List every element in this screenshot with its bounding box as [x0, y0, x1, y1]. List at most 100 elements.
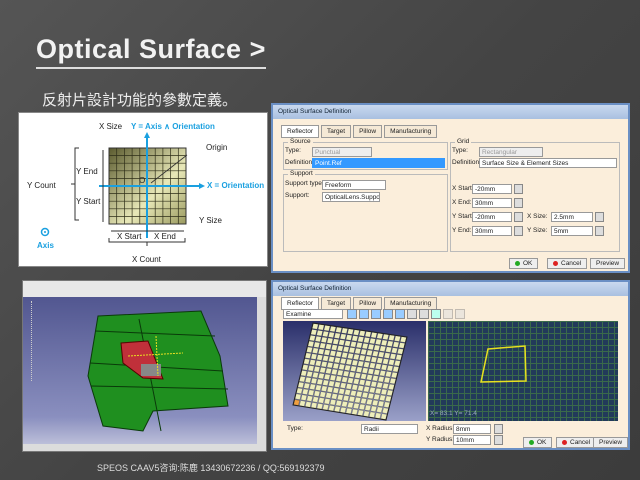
- cancel-icon: [562, 439, 567, 445]
- fit-all-icon[interactable]: [347, 309, 357, 319]
- grid-diagram-graphic: [40, 132, 205, 246]
- x-start-spinner[interactable]: [514, 184, 523, 194]
- last-icon[interactable]: [455, 309, 465, 319]
- tab-reflector[interactable]: Reflector: [281, 125, 320, 138]
- x-axis-label: X = Orientation: [207, 181, 265, 190]
- preview-button[interactable]: Preview: [590, 258, 626, 269]
- grid-group-label: Grid: [455, 138, 472, 145]
- source-type-select[interactable]: Punctual: [312, 147, 372, 157]
- reflector-facet: [358, 354, 366, 361]
- x-size-input[interactable]: 2.5mm: [551, 212, 593, 222]
- optical-surface-dialog-preview: Optical Surface Definition Reflector Tar…: [271, 280, 630, 450]
- reflector-facet: [332, 338, 340, 345]
- reflector-facet: [326, 386, 334, 393]
- prev-icon[interactable]: [443, 309, 453, 319]
- reflector-facet: [347, 377, 354, 384]
- reflector-facet: [364, 404, 372, 411]
- cancel-button[interactable]: Cancel: [547, 258, 588, 269]
- reframe-icon[interactable]: [395, 309, 405, 319]
- grid-select-icon[interactable]: [431, 309, 441, 319]
- y-end-input[interactable]: 30mm: [472, 226, 512, 236]
- reflector-facet: [354, 396, 361, 404]
- x-radius-input[interactable]: 8mm: [453, 424, 491, 434]
- x-end-input[interactable]: 30mm: [472, 198, 512, 208]
- reflector-facet: [377, 376, 385, 383]
- reflector-facet: [369, 362, 376, 369]
- cancel-label: Cancel: [570, 439, 591, 446]
- reflector-facet: [382, 333, 389, 340]
- y-start-label: Y Start: [76, 197, 101, 206]
- reflector-facet: [357, 360, 364, 367]
- reflector-facet: [361, 342, 369, 350]
- reflector-facet: [318, 372, 325, 380]
- y-size-input[interactable]: 5mm: [551, 226, 593, 236]
- x-start-input[interactable]: -20mm: [472, 184, 512, 194]
- grid-type-label: Type:: [452, 147, 468, 154]
- reflector-facet: [338, 388, 345, 395]
- pan-icon[interactable]: [383, 309, 393, 319]
- zoom-icon[interactable]: [359, 309, 369, 319]
- grid-type-select[interactable]: Rectangular: [479, 147, 543, 157]
- reflector-facet: [370, 405, 377, 412]
- 2d-preview-view[interactable]: X= 83.1 Y= 71.4: [428, 321, 618, 421]
- source-type-label: Type:: [285, 147, 301, 154]
- reflector-facet: [367, 368, 375, 375]
- x-size-spinner[interactable]: [595, 212, 604, 222]
- reflector-facet: [329, 399, 337, 406]
- reflector-facet: [313, 366, 321, 373]
- reflector-facet: [323, 325, 331, 332]
- y-size-spinner[interactable]: [595, 226, 604, 236]
- reflector-facet: [303, 382, 310, 389]
- reflector-facet: [358, 330, 366, 337]
- ok-icon: [529, 439, 534, 445]
- x-start-label: X Start:: [452, 185, 474, 192]
- type-select[interactable]: Radii: [361, 424, 418, 434]
- support-group-label: Support: [288, 170, 315, 177]
- ok-button[interactable]: OK: [523, 437, 553, 448]
- ok-button[interactable]: OK: [509, 258, 539, 269]
- y-end-label: Y End: [76, 167, 98, 176]
- catia-bottom-toolbar: [23, 444, 266, 451]
- first-icon[interactable]: [407, 309, 417, 319]
- 3d-preview-view[interactable]: [283, 321, 426, 421]
- reflector-facet: [302, 388, 309, 395]
- x-start-label: X Start: [117, 232, 142, 241]
- ok-label: OK: [537, 439, 547, 446]
- x-size-label: X Size: [99, 122, 123, 131]
- reflector-facet: [323, 349, 331, 356]
- tab-manufacturing[interactable]: Manufacturing: [384, 125, 438, 138]
- reflector-facet: [354, 347, 362, 355]
- reflector-facet: [350, 341, 357, 348]
- reflector-facet: [342, 370, 350, 377]
- reflector-facet: [315, 360, 322, 367]
- reflector-facet: [335, 375, 343, 382]
- reflector-facet: [363, 361, 370, 368]
- tab-pillow[interactable]: Pillow: [353, 125, 383, 138]
- x-radius-spinner[interactable]: [494, 424, 503, 434]
- y-axis-label: Y = Axis ∧ Orientation: [131, 122, 215, 131]
- reflector-facet: [357, 385, 364, 392]
- tab-target[interactable]: Target: [321, 125, 352, 138]
- x-count-label: X Count: [132, 255, 161, 264]
- catia-viewport-screenshot: [22, 280, 267, 452]
- next-icon[interactable]: [419, 309, 429, 319]
- specification-tree[interactable]: [31, 301, 76, 381]
- y-radius-input[interactable]: 10mm: [453, 435, 491, 445]
- x-end-spinner[interactable]: [514, 198, 523, 208]
- preview-button[interactable]: Preview: [593, 437, 629, 448]
- grid-definition-select[interactable]: Surface Size & Element Sizes: [479, 158, 617, 168]
- source-definition-label: Definition:: [285, 159, 314, 166]
- rotate-icon[interactable]: [371, 309, 381, 319]
- y-end-spinner[interactable]: [514, 226, 523, 236]
- y-start-spinner[interactable]: [514, 212, 523, 222]
- y-start-input[interactable]: -20mm: [472, 212, 512, 222]
- reflector-facet: [351, 384, 359, 391]
- view-mode-select[interactable]: Examine: [283, 309, 343, 319]
- source-definition-field[interactable]: Point.Ref: [312, 158, 445, 168]
- cancel-button[interactable]: Cancel: [556, 437, 597, 448]
- grid-parameter-diagram: X Size Y = Axis ∧ Orientation Origin O Y…: [18, 112, 268, 267]
- support-type-select[interactable]: Freeform: [322, 180, 386, 190]
- support-field[interactable]: OpticalLens.Support: [322, 192, 380, 202]
- y-radius-spinner[interactable]: [494, 435, 503, 445]
- reflector-facet: [386, 340, 394, 347]
